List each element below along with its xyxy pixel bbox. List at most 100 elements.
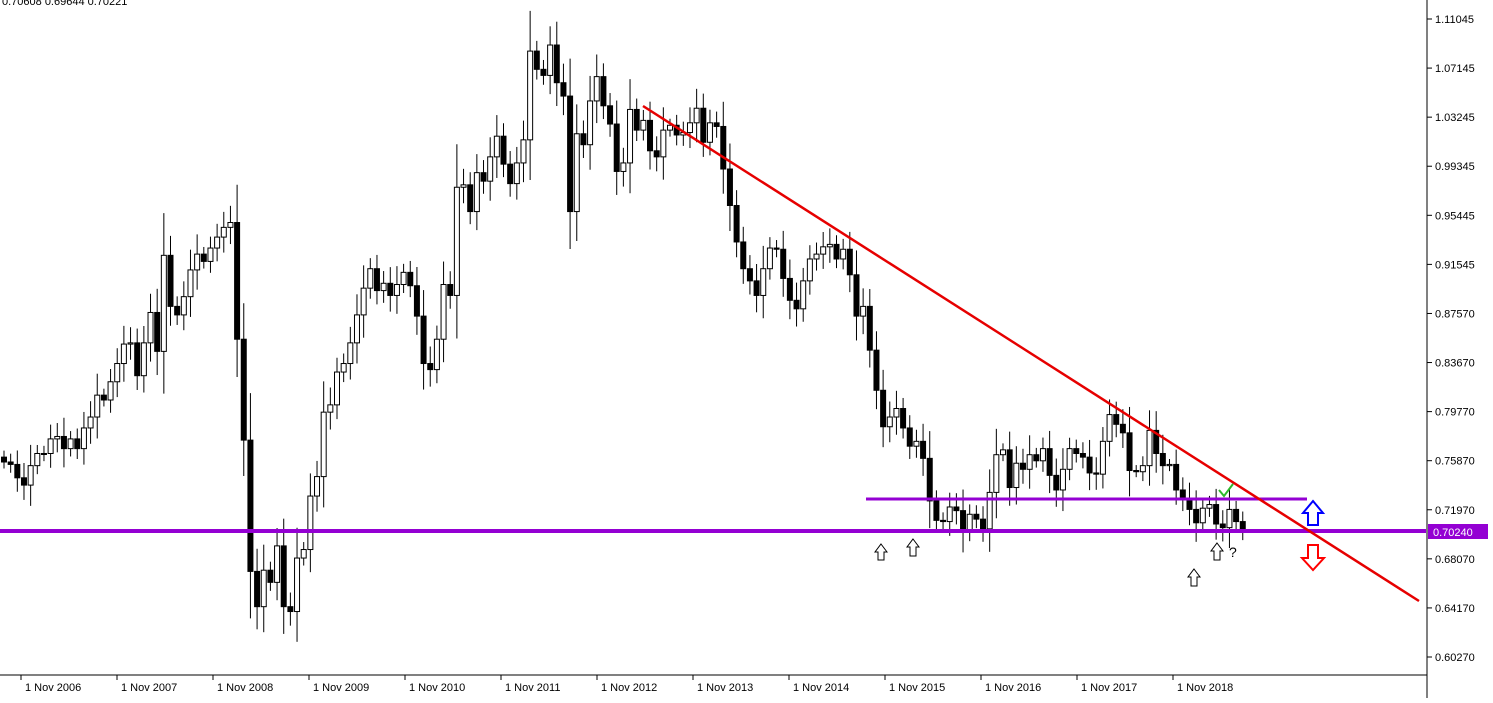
- candle: [134, 328, 141, 390]
- candle: [327, 387, 334, 430]
- time-axis-label: 1 Nov 2015: [889, 682, 945, 694]
- time-axis-label: 1 Nov 2010: [409, 682, 465, 694]
- candle: [387, 267, 394, 312]
- candle: [147, 293, 154, 362]
- candle: [1066, 437, 1073, 481]
- price-axis-label: 0.99345: [1435, 161, 1475, 173]
- candle: [314, 460, 321, 512]
- candle: [453, 144, 460, 339]
- candle: [74, 428, 81, 460]
- candle: [567, 58, 574, 250]
- candle: [14, 450, 21, 492]
- candle: [813, 242, 820, 271]
- time-axis-label: 1 Nov 2016: [985, 682, 1041, 694]
- candle: [340, 353, 347, 383]
- candle: [740, 226, 747, 284]
- candle: [653, 136, 660, 172]
- candle: [986, 469, 993, 552]
- up-arrow-icon: [1210, 542, 1224, 561]
- candle: [127, 327, 134, 360]
- candle: [1079, 442, 1086, 469]
- candle: [600, 63, 607, 120]
- time-axis-label: 1 Nov 2014: [793, 682, 849, 694]
- candle: [800, 267, 807, 322]
- candle: [786, 259, 793, 320]
- candle: [760, 245, 767, 319]
- candle: [1119, 409, 1126, 448]
- candle: [467, 172, 474, 225]
- downtrend-line[interactable]: [642, 104, 1420, 603]
- candle: [900, 397, 907, 439]
- candle: [1159, 434, 1166, 485]
- candle: [1126, 406, 1133, 497]
- price-axis-label: 0.79770: [1435, 407, 1475, 419]
- candle: [980, 506, 987, 542]
- candle: [360, 265, 367, 338]
- candle: [507, 151, 514, 197]
- candle: [1106, 399, 1113, 457]
- candle: [214, 223, 221, 262]
- candle: [260, 544, 267, 633]
- candle: [227, 205, 234, 245]
- candle: [820, 232, 827, 269]
- candle: [373, 254, 380, 305]
- candle: [673, 114, 680, 146]
- candle: [1186, 482, 1193, 526]
- down-arrow-icon: [1299, 544, 1327, 572]
- candle: [587, 75, 594, 170]
- marks-layer: ?: [874, 483, 1327, 587]
- candle: [627, 79, 634, 194]
- candle: [400, 263, 407, 294]
- candle: [1233, 500, 1240, 531]
- candle: [913, 429, 920, 458]
- candle: [367, 258, 374, 299]
- price-axis-label: 1.03245: [1435, 112, 1475, 124]
- question-mark: ?: [1229, 544, 1237, 560]
- candle: [1086, 439, 1093, 491]
- candle: [1199, 499, 1206, 532]
- time-axis-label: 1 Nov 2011: [505, 682, 560, 694]
- candle: [234, 184, 241, 377]
- candle: [114, 348, 121, 398]
- candle: [154, 288, 161, 376]
- candle: [7, 453, 14, 473]
- candle: [247, 393, 254, 619]
- candle: [846, 231, 853, 293]
- candle: [200, 246, 207, 269]
- candle: [1179, 477, 1186, 512]
- candle: [720, 101, 727, 194]
- candle: [60, 417, 67, 468]
- candle: [746, 255, 753, 295]
- candle: [440, 261, 447, 363]
- candle: [20, 462, 27, 500]
- candle: [40, 445, 47, 462]
- candle: [527, 10, 534, 181]
- candle: [300, 542, 307, 566]
- price-axis-label: 0.75870: [1435, 456, 1475, 468]
- up-arrow-icon: [906, 538, 920, 557]
- candle: [87, 401, 94, 444]
- check-icon: [1218, 483, 1234, 498]
- candle: [1166, 458, 1173, 472]
- candle: [160, 213, 167, 394]
- candle: [920, 423, 927, 476]
- time-axis-label: 1 Nov 2012: [601, 682, 657, 694]
- candle: [806, 245, 813, 295]
- candle: [573, 104, 580, 242]
- candle: [840, 238, 847, 270]
- candle: [1173, 449, 1180, 505]
- candle: [140, 326, 147, 393]
- candle: [773, 240, 780, 258]
- time-axis-label: 1 Nov 2013: [697, 682, 753, 694]
- candle: [853, 250, 860, 341]
- candle: [254, 548, 261, 630]
- candle: [207, 236, 214, 273]
- current-price-label: 0.70240: [1433, 527, 1473, 539]
- candle: [1133, 465, 1140, 478]
- candle: [826, 228, 833, 263]
- price-axis: 1.11045 1.07145 1.03245 0.99345 0.95445 0.915…: [1427, 14, 1475, 664]
- candle: [353, 294, 360, 364]
- candle: [393, 266, 400, 314]
